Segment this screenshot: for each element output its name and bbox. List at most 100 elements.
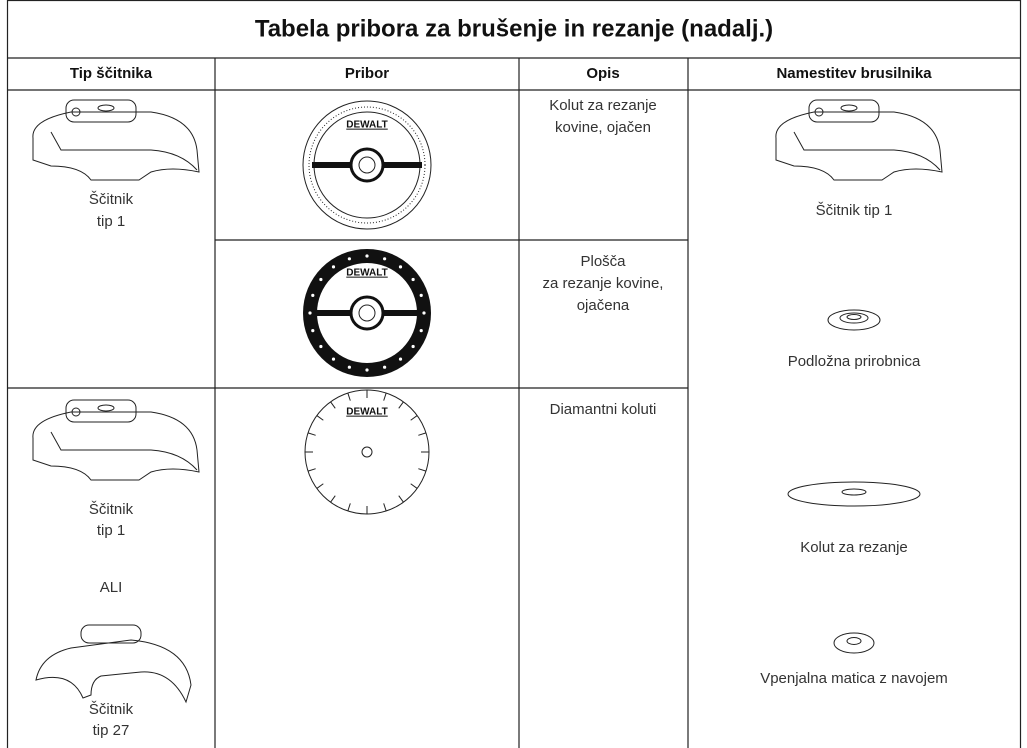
description: Kolut za rezanje xyxy=(549,97,657,114)
guard-collar xyxy=(808,99,880,123)
guard-label: tip 1 xyxy=(97,522,125,539)
table-title: Tabela pribora za brušenje in rezanje (n… xyxy=(255,15,773,42)
disc-slot xyxy=(418,432,427,436)
disc-dot xyxy=(311,329,315,333)
guard-shape xyxy=(775,111,943,181)
guard-label: tip 27 xyxy=(93,722,130,739)
column-header: Tip ščitnika xyxy=(70,65,153,82)
disc-dot xyxy=(365,254,369,258)
disc-slot xyxy=(398,495,404,503)
disc-slot xyxy=(330,401,336,409)
guard-shape xyxy=(35,639,192,704)
flange xyxy=(827,309,881,331)
disc-dot xyxy=(319,344,323,349)
mounting-label: Kolut za rezanje xyxy=(800,539,908,556)
flange-inner xyxy=(839,312,869,324)
column-header: Opis xyxy=(586,65,619,82)
disc-dot xyxy=(422,311,426,315)
disc-dot xyxy=(308,311,312,315)
disc-dot xyxy=(411,344,415,349)
disc-rim xyxy=(302,100,432,230)
lock-nut-hole xyxy=(846,637,862,645)
disc-slot xyxy=(410,483,418,489)
disc-slot xyxy=(398,401,404,409)
disc-dot xyxy=(383,257,387,261)
disc-dot xyxy=(419,329,423,333)
guard-label: tip 1 xyxy=(97,213,125,230)
guard-shape xyxy=(32,411,200,481)
disc-slot xyxy=(330,495,336,503)
disc-dot xyxy=(398,357,403,361)
disc-slot xyxy=(383,392,387,401)
mounting-label: Vpenjalna matica z navojem xyxy=(760,670,948,687)
disc-dot xyxy=(398,265,403,269)
guard-bolt xyxy=(814,107,824,117)
mounting-label: Podložna prirobnica xyxy=(788,353,921,370)
disc-dot xyxy=(347,257,351,261)
disc-hole xyxy=(358,156,376,174)
guard-icon xyxy=(35,624,192,704)
guard-label: Ščitnik xyxy=(89,191,134,208)
mounting-label: Ščitnik tip 1 xyxy=(816,202,893,219)
disc-slot xyxy=(410,415,418,421)
disc-slot xyxy=(307,432,316,436)
description: Plošča xyxy=(580,253,626,270)
disc-slot xyxy=(418,468,427,472)
accessory-disc: DEWALT xyxy=(302,100,432,230)
description: ojačena xyxy=(577,297,630,314)
disc-slot xyxy=(383,503,387,512)
cutting-disc-hole xyxy=(841,488,867,496)
guard-hole xyxy=(840,104,858,112)
guard-bolt xyxy=(71,407,81,417)
disc-slot xyxy=(347,392,351,401)
column-header: Pribor xyxy=(345,65,389,82)
lock-nut xyxy=(833,632,875,654)
disc-dot xyxy=(383,365,387,369)
disc-dot xyxy=(331,357,336,361)
disc-dot xyxy=(331,265,336,269)
disc-hub xyxy=(349,295,385,331)
description: Diamantni koluti xyxy=(550,401,657,418)
column-header: Namestitev brusilnika xyxy=(776,65,932,82)
guard-hole xyxy=(97,104,115,112)
illustrations: DEWALT DEWALT DEWALT xyxy=(32,99,943,704)
disc-dot xyxy=(419,293,423,297)
brand-logo: DEWALT xyxy=(346,407,387,418)
disc-dot xyxy=(347,365,351,369)
brand-logo: DEWALT xyxy=(346,268,387,279)
cutting-disc xyxy=(787,481,921,507)
disc-hole xyxy=(361,446,373,458)
disc-slot xyxy=(307,468,316,472)
guard-hole xyxy=(97,404,115,412)
disc-slot xyxy=(347,503,351,512)
description: za rezanje kovine, xyxy=(543,275,664,292)
brand-logo: DEWALT xyxy=(346,120,387,131)
guard-collar xyxy=(65,399,137,423)
guard-label: ALI xyxy=(100,579,123,596)
guard-bolt xyxy=(71,107,81,117)
description: kovine, ojačen xyxy=(555,119,651,136)
disc-slot xyxy=(316,483,324,489)
guard-icon xyxy=(32,99,200,181)
guard-icon xyxy=(32,399,200,481)
guard-icon xyxy=(775,99,943,181)
disc-dot xyxy=(411,277,415,282)
flange-hole xyxy=(846,314,862,320)
accessory-disc: DEWALT xyxy=(303,249,431,377)
disc-slot xyxy=(316,415,324,421)
guard-collar xyxy=(80,624,142,644)
guard-label: Ščitnik xyxy=(89,501,134,518)
guard-collar xyxy=(65,99,137,123)
disc-hub xyxy=(349,147,385,183)
disc-hole xyxy=(358,304,376,322)
accessory-disc: DEWALT xyxy=(304,389,430,515)
guard-shape xyxy=(32,111,200,181)
disc-dot xyxy=(311,293,315,297)
disc-dot xyxy=(319,277,323,282)
guard-label: Ščitnik xyxy=(89,701,134,718)
disc-rim-inner xyxy=(308,106,426,224)
disc-dot xyxy=(365,368,369,372)
table-grid xyxy=(6,0,1022,748)
